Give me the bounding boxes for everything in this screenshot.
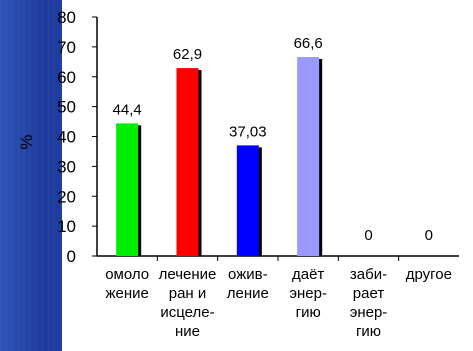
x-tick-label: гию <box>356 323 381 340</box>
y-axis-label: % <box>17 134 36 149</box>
y-tick-label: 0 <box>67 247 76 266</box>
y-tick-label: 10 <box>57 217 76 236</box>
y-tick-label: 40 <box>57 128 76 147</box>
y-axis: 0 10 20 30 40 50 60 70 80 <box>57 8 459 266</box>
x-tick-label: энер- <box>350 304 388 321</box>
x-tick-label: жение <box>105 285 148 302</box>
bar <box>116 123 139 256</box>
bar <box>297 57 320 256</box>
y-tick-label: 50 <box>57 98 76 117</box>
x-axis-labels: омоло жение лечение ран и исцеле-ние ожив-лен… <box>105 266 452 340</box>
data-label: 0 <box>425 227 433 244</box>
x-tick-label: ние <box>175 323 200 340</box>
x-tick-label: ожив- <box>228 266 268 283</box>
x-tick-label: лечение <box>159 266 217 283</box>
x-tick-label: ран и <box>169 285 207 302</box>
y-tick-label: 70 <box>57 38 76 57</box>
data-label: 62,9 <box>173 46 202 63</box>
bar <box>176 68 199 257</box>
x-tick-label: даёт <box>292 266 324 283</box>
x-tick-label: энер- <box>289 285 327 302</box>
data-label: 66,6 <box>294 35 323 52</box>
y-tick-label: 20 <box>57 187 76 206</box>
y-tick-label: 60 <box>57 68 76 87</box>
y-tick-label: 30 <box>57 157 76 176</box>
x-tick-label: другое <box>406 266 452 283</box>
bar <box>236 145 259 256</box>
y-tick-label: 80 <box>57 8 76 27</box>
data-label: 37,03 <box>229 123 267 140</box>
x-tick-label: ление <box>227 285 269 302</box>
x-tick-label: гию <box>296 304 321 321</box>
data-label: 0 <box>364 227 372 244</box>
x-tick-label: рает <box>353 285 385 302</box>
bars: 44,4 62,9 37,03 66,6 0 0 <box>113 35 433 257</box>
x-tick-label: заби- <box>350 266 387 283</box>
x-tick-label: омоло <box>105 266 149 283</box>
x-tick-label: исцеле- <box>160 304 214 321</box>
data-label: 44,4 <box>113 101 142 118</box>
